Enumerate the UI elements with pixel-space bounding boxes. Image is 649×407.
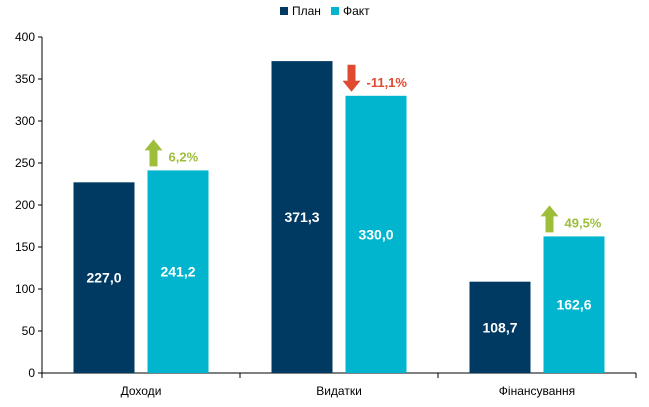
x-category-label: Видатки <box>316 384 362 398</box>
y-tick-label: 200 <box>15 198 35 212</box>
bar-value-label: 162,6 <box>556 297 591 313</box>
change-annotation: 6,2% <box>144 139 199 167</box>
bar-value-label: 241,2 <box>160 264 195 280</box>
y-tick-label: 400 <box>15 30 35 44</box>
bar-value-label: 371,3 <box>284 209 319 225</box>
axes: 0 50 100 150 200 250 300 350 400 Доходи Видатки Фін… <box>15 30 637 398</box>
y-tick-label: 50 <box>22 324 36 338</box>
legend-swatch-plan <box>280 7 288 15</box>
change-percent-label: 49,5% <box>565 215 602 230</box>
change-annotations: 6,2% -11,1% 49,5% <box>144 64 602 233</box>
y-tick-label: 0 <box>28 366 35 380</box>
arrow-up-icon <box>540 205 559 233</box>
y-tick-label: 150 <box>15 240 35 254</box>
change-percent-label: -11,1% <box>367 75 408 90</box>
bars: 227,0 241,2 371,3 330,0 108,7 162,6 <box>73 61 605 374</box>
change-annotation: 49,5% <box>540 205 602 233</box>
bar-fact <box>543 236 605 373</box>
bar-value-label: 330,0 <box>358 226 393 242</box>
legend: План Факт <box>280 4 370 18</box>
y-tick-label: 250 <box>15 156 35 170</box>
y-tick-label: 300 <box>15 114 35 128</box>
y-tick-label: 100 <box>15 282 35 296</box>
x-category-label: Доходи <box>121 384 162 398</box>
bar-plan <box>271 61 333 373</box>
arrow-down-icon <box>342 64 361 92</box>
bar-fact <box>147 170 209 373</box>
bar-plan <box>73 182 135 373</box>
bar-value-label: 227,0 <box>86 270 121 286</box>
legend-label-fact: Факт <box>343 4 370 18</box>
x-category-label: Фінансування <box>499 384 575 398</box>
bar-plan <box>469 281 531 373</box>
bar-fact <box>345 95 407 374</box>
bar-value-label: 108,7 <box>482 319 517 335</box>
legend-label-plan: План <box>292 4 321 18</box>
y-tick-label: 350 <box>15 72 35 86</box>
legend-swatch-fact <box>331 7 339 15</box>
arrow-up-icon <box>144 139 163 167</box>
change-annotation: -11,1% <box>342 64 408 92</box>
change-percent-label: 6,2% <box>169 149 199 164</box>
